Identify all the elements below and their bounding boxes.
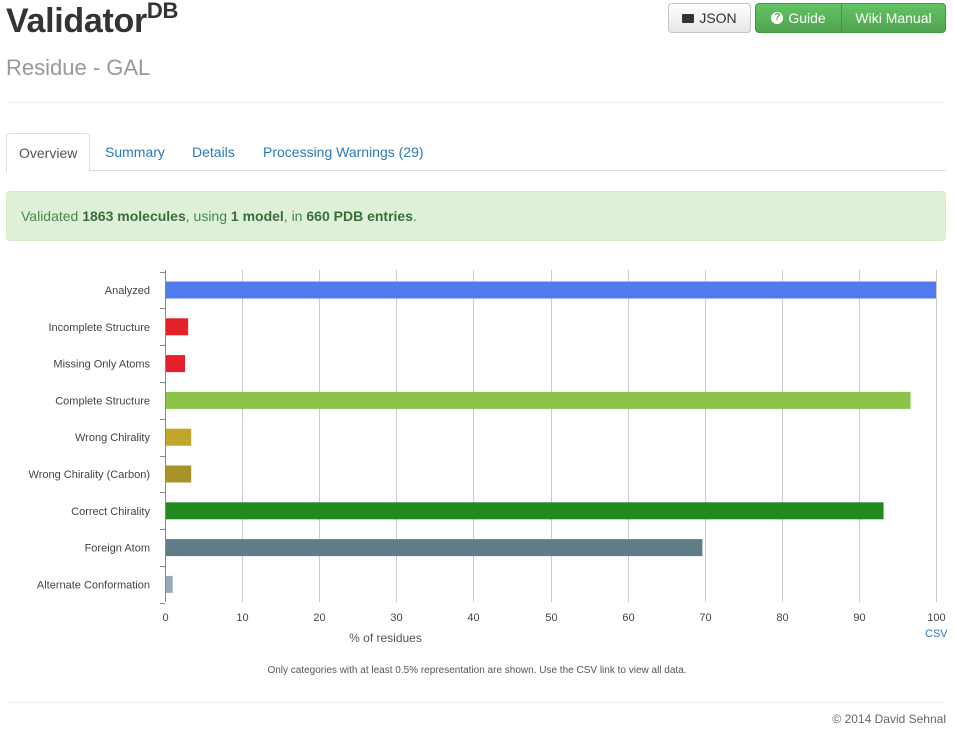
bar (166, 502, 884, 520)
x-axis-label: % of residues (349, 631, 422, 645)
x-tick-label: 20 (313, 612, 325, 624)
chart-svg: 0 10 20 30 40 50 60 70 80 90 100 Analyzed Incomplete… (29, 270, 948, 645)
bar (166, 539, 703, 557)
x-tick-label: 80 (776, 612, 788, 624)
x-tick-label: 60 (622, 612, 634, 624)
x-tick-label: 10 (236, 612, 248, 624)
x-tick-label: 100 (927, 612, 945, 624)
bar (166, 355, 186, 373)
category-label: Missing Only Atoms (53, 359, 150, 371)
x-tick-label: 70 (699, 612, 711, 624)
tab-processing-warnings[interactable]: Processing Warnings (29) (263, 144, 424, 160)
tab-overview[interactable]: Overview (6, 133, 91, 172)
x-tick-label: 40 (467, 612, 479, 624)
copyright: © 2014 David Sehnal (832, 712, 946, 726)
bar (166, 428, 192, 446)
category-label: Alternate Conformation (37, 579, 150, 591)
wiki-manual-button[interactable]: Wiki Manual (841, 3, 946, 33)
chart-note: Only categories with at least 0.5% repre… (267, 665, 687, 676)
question-circle-icon: ? (771, 12, 784, 25)
bar (166, 318, 189, 336)
guide-button[interactable]: ? Guide (755, 3, 842, 33)
validation-summary-alert: Validated 1863 molecules, using 1 model,… (6, 191, 946, 241)
x-tick-label: 90 (853, 612, 865, 624)
tab-details[interactable]: Details (192, 144, 235, 160)
category-label: Wrong Chirality (Carbon) (29, 469, 150, 481)
app-title-superscript: DB (146, 0, 179, 23)
briefcase-icon (682, 13, 695, 23)
category-label: Foreign Atom (85, 543, 150, 555)
x-tick-label: 50 (545, 612, 557, 624)
app-title: ValidatorDB (6, 0, 179, 40)
models-count: 1 model (230, 208, 284, 224)
entries-count: 660 PDB entries (306, 208, 413, 224)
json-button[interactable]: JSON (668, 3, 751, 33)
json-button-label: JSON (699, 10, 737, 26)
x-tick-label: 0 (162, 612, 168, 624)
bar (166, 391, 911, 409)
bar (166, 465, 192, 483)
page-header: ValidatorDB Residue - GAL (6, 0, 946, 103)
tab-summary[interactable]: Summary (105, 144, 165, 160)
csv-link[interactable]: CSV (925, 628, 948, 640)
wiki-manual-button-label: Wiki Manual (855, 10, 932, 26)
category-label: Analyzed (105, 285, 150, 297)
page-footer: © 2014 David Sehnal (6, 702, 946, 731)
category-label: Complete Structure (55, 395, 150, 407)
page-subtitle: Residue - GAL (6, 55, 151, 80)
bar (166, 281, 936, 299)
guide-button-label: Guide (788, 10, 826, 26)
x-tick-label: 30 (390, 612, 402, 624)
tab-bar: Overview Summary Details Processing Warn… (6, 133, 946, 172)
molecules-count: 1863 molecules (82, 208, 186, 224)
bar (166, 575, 173, 593)
category-label: Correct Chirality (71, 506, 150, 518)
category-label: Incomplete Structure (49, 322, 151, 334)
residue-chart: 0 10 20 30 40 50 60 70 80 90 100 Analyzed Incomplete… (0, 255, 954, 655)
category-label: Wrong Chirality (75, 432, 150, 444)
